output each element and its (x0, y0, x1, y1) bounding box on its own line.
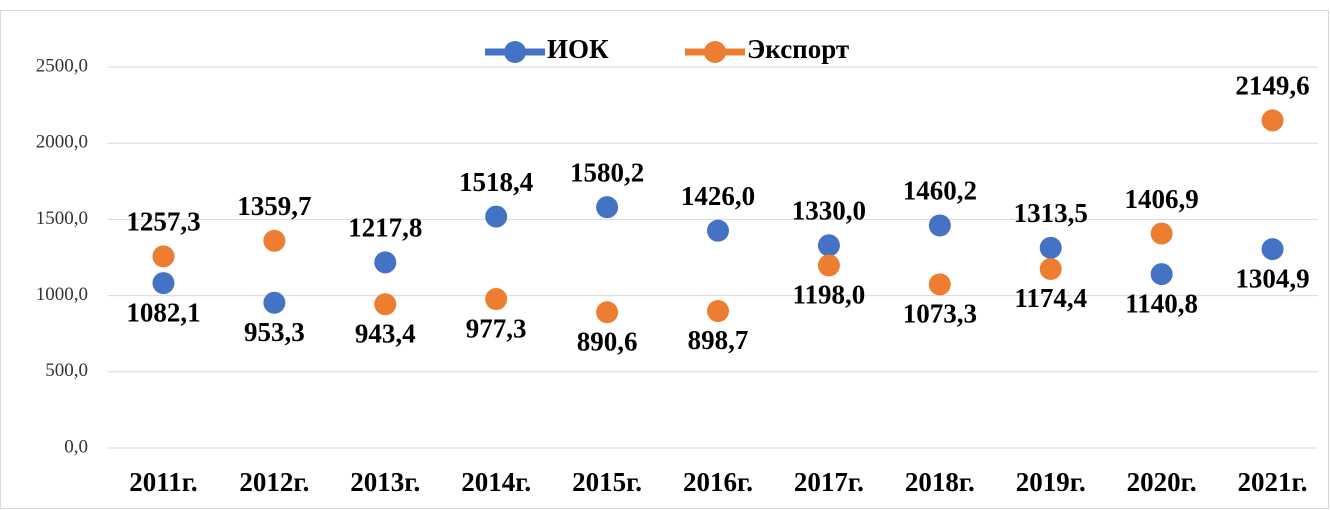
data-label: 1406,9 (1125, 184, 1199, 214)
chart-frame (0, 10, 1329, 509)
data-label: 1359,7 (237, 191, 311, 221)
data-label: 1460,2 (903, 176, 977, 206)
point (263, 291, 286, 314)
x-tick-label: 2019г. (1016, 467, 1086, 497)
data-label: 890,6 (577, 326, 638, 356)
point (1039, 236, 1062, 259)
y-tick-label: 1000,0 (36, 284, 88, 305)
data-label: 1073,3 (903, 299, 977, 329)
y-tick-label: 2500,0 (36, 55, 88, 76)
point (817, 254, 840, 277)
x-tick-label: 2011г. (129, 467, 197, 497)
data-label: 953,3 (244, 317, 305, 347)
y-tick-label: 0,0 (64, 436, 88, 457)
data-label: 1140,8 (1125, 288, 1198, 318)
point (928, 214, 951, 237)
data-label: 943,4 (355, 318, 416, 348)
x-tick-label: 2018г. (905, 467, 975, 497)
point (1150, 222, 1173, 245)
x-tick-label: 2016г. (683, 467, 753, 497)
x-tick-label: 2012г. (239, 467, 309, 497)
data-label: 1082,1 (126, 297, 200, 327)
point (374, 293, 397, 316)
point (817, 234, 840, 257)
data-label: 1304,9 (1235, 263, 1309, 293)
point (1150, 263, 1173, 286)
point (596, 301, 619, 324)
x-tick-label: 2017г. (794, 467, 864, 497)
data-label: 2149,6 (1235, 71, 1309, 101)
data-label: 1198,0 (793, 280, 866, 310)
x-tick-label: 2013г. (350, 467, 420, 497)
data-label: 1518,4 (459, 167, 533, 197)
data-label: 1580,2 (570, 157, 644, 187)
data-label: 1174,4 (1014, 283, 1087, 313)
x-tick-label: 2015г. (572, 467, 642, 497)
data-label: 1426,0 (681, 181, 755, 211)
data-label: 1330,0 (792, 196, 866, 226)
legend-marker (704, 41, 726, 63)
point (707, 300, 729, 323)
point (374, 251, 397, 274)
y-tick-label: 2000,0 (36, 132, 88, 153)
data-label: 977,3 (466, 313, 527, 343)
point (263, 229, 286, 252)
x-tick-label: 2021г. (1238, 467, 1308, 497)
x-tick-label: 2014г. (461, 467, 531, 497)
point (596, 196, 619, 219)
point (152, 245, 175, 268)
data-label: 1313,5 (1014, 198, 1088, 228)
y-tick-label: 500,0 (45, 360, 88, 381)
data-label: 898,7 (688, 325, 749, 355)
point (152, 272, 175, 295)
point (1039, 258, 1062, 281)
y-tick-label: 1500,0 (36, 208, 88, 229)
data-label: 1257,3 (126, 207, 200, 237)
point (1261, 238, 1284, 261)
point (485, 288, 508, 311)
legend-label: Экспорт (747, 34, 849, 64)
legend-label: ИОК (547, 34, 609, 64)
x-tick-label: 2020г. (1127, 467, 1197, 497)
legend-marker (504, 41, 526, 63)
point (707, 219, 729, 242)
point (928, 273, 951, 296)
point (1261, 109, 1284, 132)
point (485, 205, 508, 228)
data-label: 1217,8 (348, 213, 422, 243)
